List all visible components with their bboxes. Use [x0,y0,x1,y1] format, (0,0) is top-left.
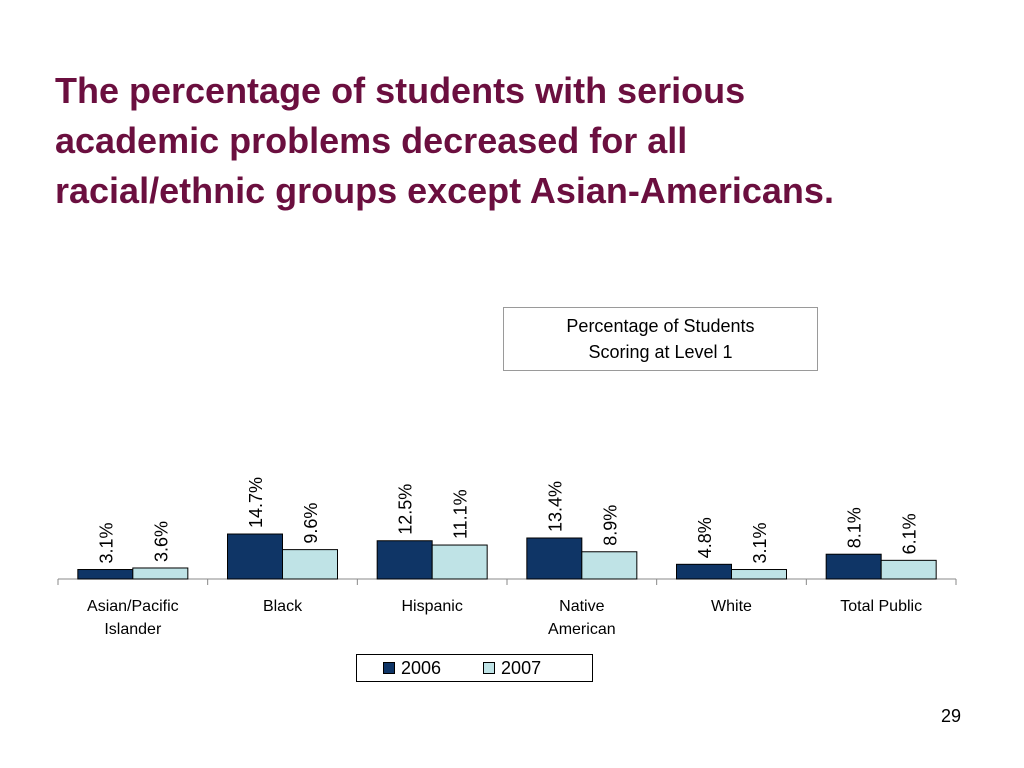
x-tick-label: Hispanic [401,598,462,615]
legend-label-2006: 2006 [401,657,442,678]
data-label-2007-1: 9.6% [301,503,321,544]
slide-title-line: The percentage of students with serious [55,70,746,111]
slide-title: The percentage of students with serious … [55,66,955,216]
x-tick-label: Islander [104,621,162,638]
data-label-2006-3: 13.4% [545,481,565,532]
bar-2007-4 [731,569,787,580]
data-label-2006-0: 3.1% [96,522,116,563]
data-label-2006-1: 14.7% [246,477,266,528]
data-label-2007-0: 3.6% [151,521,171,562]
x-tick-label: Total Public [840,598,922,615]
slide-title-line: racial/ethnic groups except Asian-Americ… [55,170,834,211]
chart-title: Percentage of Students Scoring at Level … [503,307,818,371]
bar-2006-3 [526,537,583,580]
bar-2006-0 [77,569,134,580]
data-label-2006-5: 8.1% [845,507,865,548]
x-tick-label: Native [559,598,604,615]
x-tick-label: White [711,598,752,615]
bar-2007-3 [581,551,638,580]
data-label-2007-5: 6.1% [900,513,920,554]
x-tick-label: Asian/Pacific [87,598,179,615]
chart-title-line: Scoring at Level 1 [588,342,733,362]
data-label-2006-2: 12.5% [396,484,416,535]
bar-2007-0 [132,567,189,580]
legend-swatch-2006 [383,662,395,674]
chart-title-line: Percentage of Students [566,316,755,336]
legend-swatch-2007 [483,662,496,674]
bar-2006-4 [676,563,732,580]
x-tick-label: American [548,621,616,638]
bar-2006-2 [376,540,433,580]
bar-2007-1 [282,549,338,580]
legend-label-2007: 2007 [501,657,542,678]
data-label-2007-3: 8.9% [600,505,620,546]
bar-2006-5 [825,553,882,580]
x-tick-label: Black [263,598,303,615]
bar-2006-1 [227,533,283,580]
legend-item-2007: 2007 [483,658,541,679]
legend-item-2006: 2006 [383,658,441,679]
page-number: 29 [940,706,961,726]
bar-2007-2 [431,544,488,580]
data-label-2007-4: 3.1% [750,522,770,563]
bar-2007-5 [880,559,937,580]
data-label-2007-2: 11.1% [451,489,471,539]
chart-legend: 2006 2007 [356,654,593,682]
slide-title-line: academic problems decreased for all [55,120,688,161]
data-label-2006-4: 4.8% [695,517,715,558]
